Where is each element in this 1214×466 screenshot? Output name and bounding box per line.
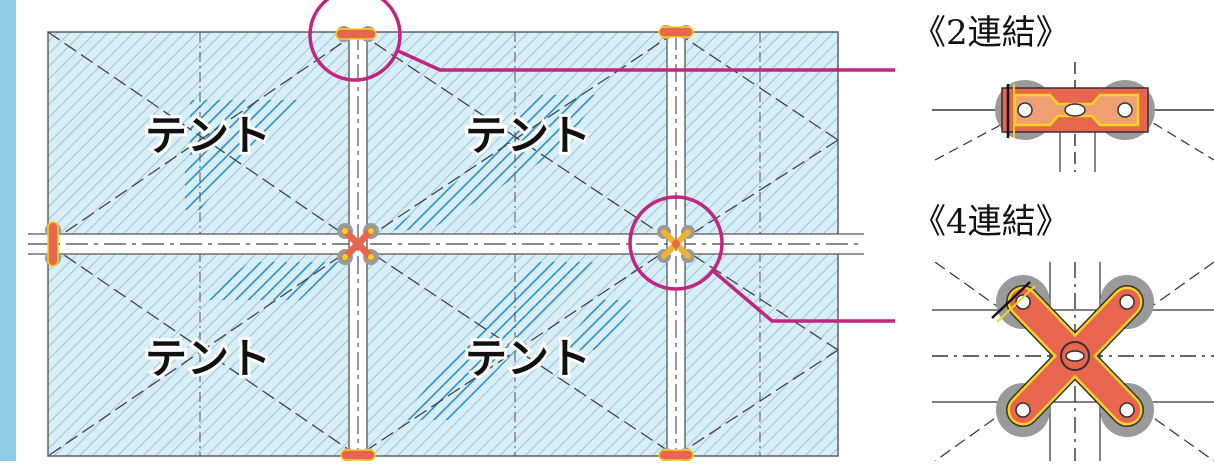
tent-label-4: テント: [465, 334, 591, 383]
tent-labels: テント テント テント テント: [142, 108, 594, 386]
detail-4-connection: 《4連結》: [912, 202, 1214, 461]
tent-plan: テント テント テント テント: [28, 25, 864, 462]
tent-label-3: テント: [145, 334, 271, 383]
callout-circle-icon: [308, 0, 895, 323]
tent-label-1: テント: [145, 111, 271, 160]
connector-2-icon: [45, 25, 694, 462]
connector-4-icon: [337, 223, 695, 265]
detail-2-title: 《2連結》: [912, 13, 1070, 53]
horizontal-beam: [28, 233, 864, 255]
left-edge-strip: [0, 0, 16, 461]
tent-label-2: テント: [465, 111, 591, 160]
detail-2-connection: 《2連結》: [912, 13, 1214, 172]
detail-4-title: 《4連結》: [912, 202, 1070, 242]
shade-patches: [185, 95, 640, 420]
ridge-lines: [47, 31, 839, 457]
